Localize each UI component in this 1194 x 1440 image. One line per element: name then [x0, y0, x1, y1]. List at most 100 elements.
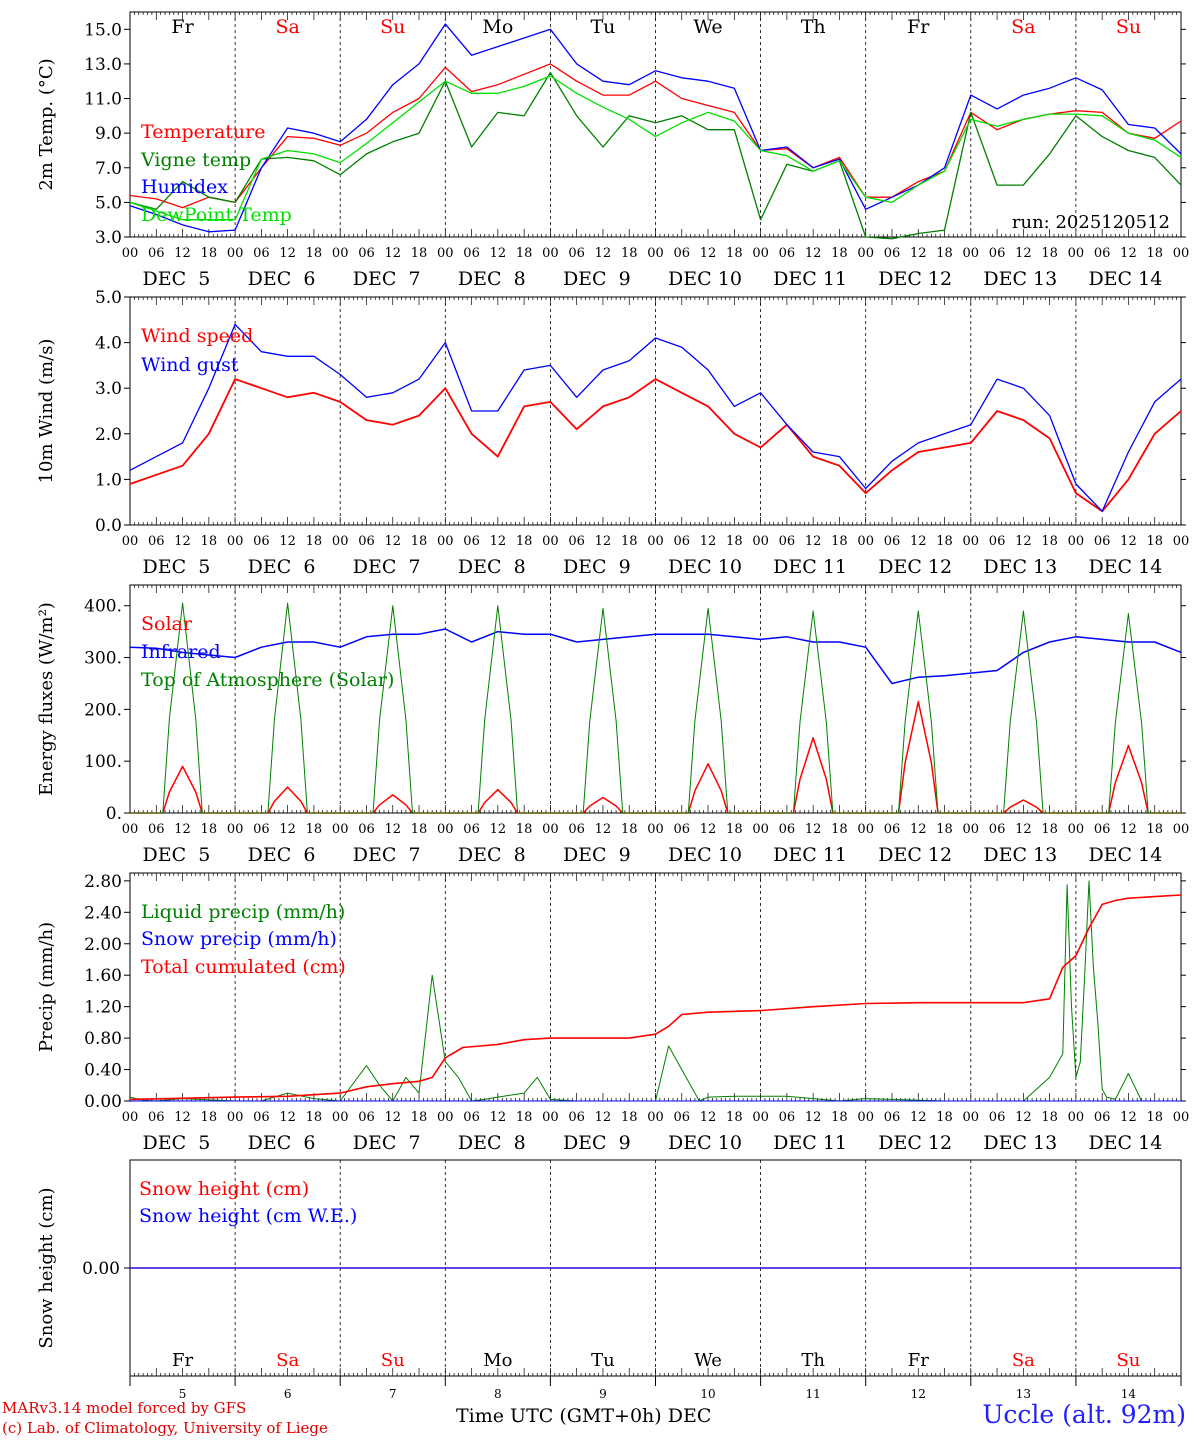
legend-entry: DewPoint Temp — [141, 204, 292, 226]
weekday-label: Sa — [1011, 16, 1035, 38]
hour-tick-label: 18 — [411, 246, 428, 261]
day-number-label: 7 — [389, 1387, 397, 1401]
y-tick-label: 1.60 — [84, 966, 122, 986]
hour-tick-label: 18 — [621, 534, 638, 549]
y-tick-label: 5.0 — [95, 193, 122, 213]
hour-tick-label: 18 — [1146, 534, 1163, 549]
weekday-label: Tu — [591, 1350, 615, 1371]
y-tick-label: 2.0 — [95, 425, 122, 445]
hour-tick-label: 12 — [1120, 246, 1137, 261]
hour-tick-label: 12 — [490, 534, 507, 549]
credit-line-lab: (c) Lab. of Climatology, University of L… — [2, 1419, 328, 1437]
hour-tick-label: 18 — [516, 246, 533, 261]
hour-tick-label: 00 — [1068, 1110, 1085, 1125]
weekday-label: We — [694, 1350, 722, 1371]
y-tick-label: 7.0 — [95, 159, 122, 179]
date-label: DEC 7 — [353, 268, 421, 290]
hour-tick-label: 00 — [857, 534, 874, 549]
hour-tick-label: 12 — [910, 1110, 927, 1125]
hour-tick-label: 12 — [384, 246, 401, 261]
date-label: DEC 8 — [458, 1132, 526, 1154]
date-label: DEC 6 — [248, 844, 316, 866]
hour-tick-label: 06 — [253, 246, 270, 261]
hour-tick-label: 06 — [884, 246, 901, 261]
hour-tick-label: 18 — [306, 1110, 323, 1125]
hour-tick-label: 06 — [568, 822, 585, 837]
hour-tick-label: 18 — [201, 246, 218, 261]
date-label: DEC 12 — [878, 844, 952, 866]
hour-tick-label: 12 — [910, 534, 927, 549]
hour-tick-label: 06 — [148, 246, 165, 261]
y-tick-label: 0.00 — [82, 1259, 120, 1279]
date-label: DEC 9 — [563, 556, 631, 578]
weekday-label: We — [693, 16, 722, 38]
hour-tick-label: 18 — [411, 1110, 428, 1125]
date-label: DEC 5 — [143, 1132, 211, 1154]
x-axis-month: DEC — [667, 1405, 712, 1427]
hour-tick-label: 00 — [332, 246, 349, 261]
date-label: DEC 7 — [353, 556, 421, 578]
hour-tick-label: 12 — [279, 822, 296, 837]
hour-tick-label: 06 — [358, 534, 375, 549]
date-label: DEC 10 — [668, 844, 742, 866]
date-label: DEC 9 — [563, 1132, 631, 1154]
hour-tick-label: 00 — [227, 246, 244, 261]
hour-tick-label: 12 — [595, 246, 612, 261]
hour-tick-label: 18 — [1146, 1110, 1163, 1125]
hour-tick-label: 18 — [726, 246, 743, 261]
weekday-label: Sa — [1012, 1350, 1035, 1371]
weekday-label: Mo — [483, 1350, 512, 1371]
hour-tick-label: 12 — [384, 822, 401, 837]
hour-tick-label: 06 — [674, 534, 691, 549]
weekday-label: Fr — [908, 1350, 929, 1371]
y-tick-label: 4.0 — [95, 334, 122, 354]
hour-tick-label: 12 — [490, 246, 507, 261]
hour-tick-label: 06 — [1094, 1110, 1111, 1125]
hour-tick-label: 06 — [1094, 246, 1111, 261]
hour-tick-label: 18 — [726, 1110, 743, 1125]
legend-entry: Snow height (cm W.E.) — [139, 1205, 357, 1227]
hour-tick-label: 00 — [857, 246, 874, 261]
hour-tick-label: 06 — [253, 534, 270, 549]
hour-tick-label: 18 — [726, 534, 743, 549]
run-label: run: 2025120512 — [1012, 212, 1170, 233]
hour-tick-label: 06 — [463, 534, 480, 549]
hour-tick-label: 00 — [1068, 534, 1085, 549]
hour-tick-label: 06 — [358, 822, 375, 837]
date-label: DEC 8 — [458, 268, 526, 290]
date-label: DEC 14 — [1088, 844, 1162, 866]
weekday-label: Fr — [172, 1350, 193, 1371]
hour-tick-label: 18 — [201, 534, 218, 549]
credit-line-model: MARv3.14 model forced by GFS — [2, 1399, 247, 1417]
hour-tick-label: 18 — [306, 822, 323, 837]
y-axis-title: Energy fluxes (W/m²) — [36, 602, 57, 796]
series-line-top — [130, 602, 1181, 814]
date-label: DEC 7 — [353, 844, 421, 866]
hour-tick-label: 06 — [358, 246, 375, 261]
hour-tick-label: 18 — [831, 822, 848, 837]
date-label: DEC 8 — [458, 556, 526, 578]
hour-tick-label: 12 — [1015, 246, 1032, 261]
hour-tick-label: 12 — [174, 534, 191, 549]
day-number-label: 5 — [179, 1387, 187, 1401]
y-tick-label: 13.0 — [84, 55, 122, 75]
hour-tick-label: 12 — [1120, 1110, 1137, 1125]
hour-tick-label: 06 — [989, 534, 1006, 549]
hour-tick-label: 18 — [1041, 1110, 1058, 1125]
hour-tick-label: 12 — [490, 822, 507, 837]
date-label: DEC 9 — [563, 844, 631, 866]
hour-tick-label: 06 — [463, 1110, 480, 1125]
legend-entry: Solar — [141, 613, 193, 635]
y-tick-label: 0.00 — [84, 1092, 122, 1112]
hour-tick-label: 12 — [595, 822, 612, 837]
hour-tick-label: 00 — [752, 1110, 769, 1125]
hour-tick-label: 06 — [674, 822, 691, 837]
date-label: DEC 9 — [563, 268, 631, 290]
x-axis-title: Time UTC (GMT+0h) DEC — [456, 1405, 711, 1427]
legend-entry: Top of Atmosphere (Solar) — [141, 669, 394, 691]
hour-tick-label: 18 — [831, 246, 848, 261]
legend-entry: Infrared — [141, 641, 221, 663]
weekday-label: Th — [801, 16, 826, 38]
hour-tick-label: 06 — [884, 534, 901, 549]
